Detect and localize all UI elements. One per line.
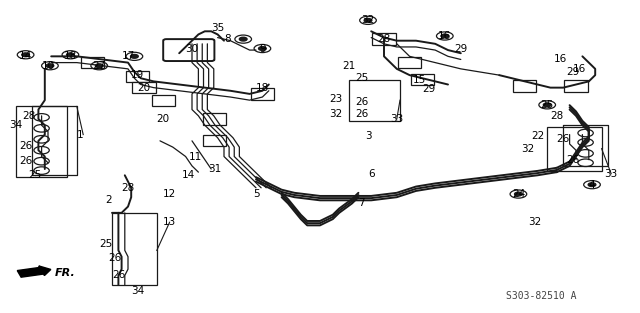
Text: 16: 16 [554,54,566,64]
Text: 24: 24 [512,189,525,199]
Bar [349,80,400,121]
Circle shape [441,34,449,38]
Text: 1: 1 [77,130,83,140]
Text: 28: 28 [550,111,563,121]
Text: 30: 30 [186,44,198,54]
Bar [203,113,226,125]
Bar [203,135,226,146]
Circle shape [364,18,372,22]
Text: 26: 26 [19,156,32,166]
Text: 13: 13 [163,217,176,227]
Circle shape [543,103,551,107]
Circle shape [131,54,138,58]
Text: 25: 25 [29,170,42,180]
Text: 20: 20 [157,114,170,124]
Text: 34: 34 [10,120,22,130]
Text: 35: 35 [211,23,224,33]
Text: 14: 14 [182,170,195,180]
Bar [152,95,175,106]
Text: 22: 22 [531,131,544,141]
Circle shape [95,64,103,68]
Text: S303-82510 A: S303-82510 A [506,291,576,301]
Text: 26: 26 [355,109,368,119]
Bar [16,106,67,177]
Bar [251,88,274,100]
Text: 7: 7 [358,198,365,208]
Text: 28: 28 [22,111,35,121]
Text: 20: 20 [138,83,150,93]
Bar [132,82,156,93]
Bar [564,80,588,92]
Circle shape [588,183,596,187]
Bar [81,57,104,68]
Text: 25: 25 [541,100,554,110]
Circle shape [22,53,29,57]
Text: 28: 28 [378,34,390,44]
Text: 34: 34 [131,286,144,296]
Circle shape [515,192,522,196]
Text: 16: 16 [438,31,451,41]
Text: 32: 32 [330,109,342,119]
Text: 26: 26 [355,97,368,107]
Text: 16: 16 [573,64,586,74]
Text: 6: 6 [368,169,374,179]
Text: 29: 29 [422,84,435,94]
Text: 25: 25 [355,73,368,83]
Text: 33: 33 [390,114,403,124]
Text: 2: 2 [106,195,112,205]
Text: FR.: FR. [54,268,75,278]
Text: 26: 26 [19,141,32,151]
Text: 10: 10 [42,61,54,71]
Text: 5: 5 [253,189,259,199]
Circle shape [67,53,74,57]
Bar [513,80,536,92]
Circle shape [239,37,247,41]
Text: 27: 27 [93,61,106,71]
FancyArrow shape [17,266,51,277]
Text: 3: 3 [365,131,371,141]
Text: 32: 32 [362,15,374,25]
Bar [547,127,602,171]
Bar [398,57,421,68]
Circle shape [259,47,266,50]
Text: 8: 8 [224,34,230,44]
Text: 18: 18 [64,51,77,61]
Text: 31: 31 [208,164,221,174]
Text: 25: 25 [99,239,112,249]
Text: 14: 14 [19,51,32,61]
Bar [112,213,157,285]
Text: 29: 29 [454,44,467,54]
Text: 32: 32 [522,144,534,154]
Circle shape [46,64,54,68]
Text: 12: 12 [163,189,176,199]
Text: 18: 18 [256,83,269,93]
Text: 11: 11 [189,151,202,162]
Text: 4: 4 [589,180,595,190]
Text: 26: 26 [566,155,579,165]
Text: 19: 19 [131,70,144,80]
Text: 29: 29 [566,67,579,77]
Text: 9: 9 [259,44,266,54]
Text: 23: 23 [330,94,342,104]
Text: 15: 15 [413,75,426,85]
Text: 17: 17 [122,51,134,61]
Text: 33: 33 [605,169,618,179]
Text: 21: 21 [342,61,355,71]
Text: 28: 28 [122,183,134,193]
FancyBboxPatch shape [163,39,214,61]
Bar [126,71,149,82]
Text: 26: 26 [557,134,570,144]
Bar [411,74,434,85]
Text: 26: 26 [112,270,125,280]
Bar [372,33,396,45]
Text: 26: 26 [109,253,122,263]
Text: 32: 32 [528,217,541,227]
